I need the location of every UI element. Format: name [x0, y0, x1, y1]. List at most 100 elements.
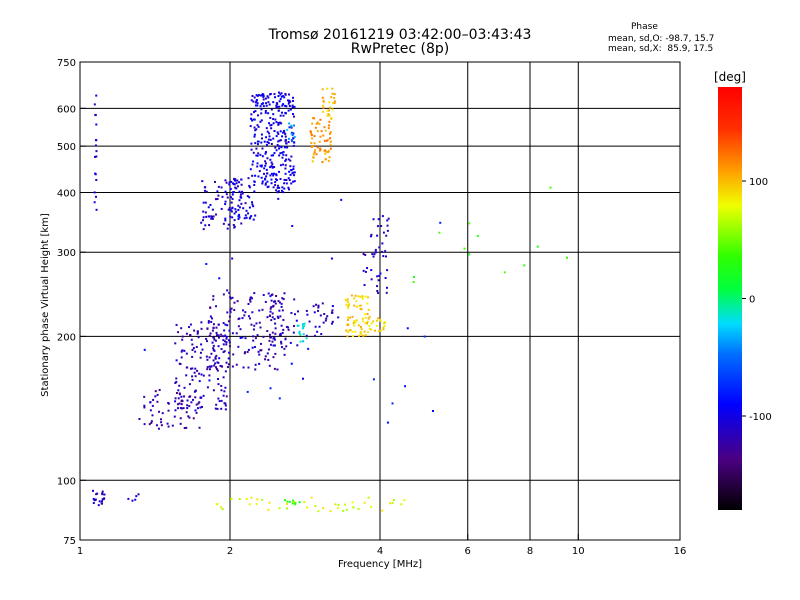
data-point [185, 374, 188, 377]
data-point [290, 155, 293, 158]
data-point [264, 300, 267, 303]
data-point [273, 300, 276, 303]
data-point [270, 182, 273, 185]
data-point [207, 320, 210, 323]
data-point [346, 318, 349, 321]
data-point [267, 292, 270, 295]
data-point [159, 418, 162, 421]
data-point [188, 326, 191, 329]
data-point [235, 332, 238, 335]
data-point [272, 113, 275, 116]
data-point [177, 331, 180, 334]
data-point [286, 507, 289, 510]
data-point [277, 317, 280, 320]
data-point [247, 348, 250, 351]
data-point [202, 228, 205, 231]
data-point [227, 320, 230, 323]
data-point [255, 322, 258, 325]
data-point [191, 378, 194, 381]
data-point [255, 154, 258, 157]
data-point [265, 143, 268, 146]
data-point [373, 253, 376, 256]
data-point [251, 203, 254, 206]
data-point [229, 215, 232, 218]
data-point [287, 102, 290, 105]
data-point [274, 322, 277, 325]
data-point [179, 417, 182, 420]
data-point [282, 328, 285, 331]
data-point [228, 341, 231, 344]
data-point [193, 371, 196, 374]
data-point [175, 380, 178, 383]
data-point [253, 118, 256, 121]
data-point [180, 399, 183, 402]
data-point [352, 321, 355, 324]
data-point [190, 338, 193, 341]
data-point [179, 407, 182, 410]
data-point [208, 356, 211, 359]
data-point [198, 401, 201, 404]
data-point [246, 350, 249, 353]
data-point [253, 180, 256, 183]
data-point [359, 332, 362, 335]
y-tick-label: 75 [63, 536, 76, 547]
data-point [269, 336, 272, 339]
data-point [232, 191, 235, 194]
data-point [209, 315, 212, 318]
data-point [178, 393, 181, 396]
data-point [277, 95, 280, 98]
data-point [359, 307, 362, 310]
data-point [266, 180, 269, 183]
data-point [366, 320, 369, 323]
data-point [212, 344, 215, 347]
data-point [240, 183, 243, 186]
data-point [152, 398, 155, 401]
data-point [266, 330, 269, 333]
data-point [256, 154, 259, 157]
data-point [328, 114, 331, 117]
data-point [212, 323, 215, 326]
data-point [260, 119, 263, 122]
data-point [286, 146, 289, 149]
data-point [274, 146, 277, 149]
data-point [282, 318, 285, 321]
data-point [158, 388, 161, 391]
data-point [285, 142, 288, 145]
data-point [257, 114, 260, 117]
data-point [279, 139, 282, 142]
data-point [259, 105, 262, 108]
data-point [298, 501, 301, 504]
data-point [281, 309, 284, 312]
data-point [259, 164, 262, 167]
data-point [220, 333, 223, 336]
data-point [222, 394, 225, 397]
data-point [287, 137, 290, 140]
data-point [362, 253, 365, 256]
data-point [290, 182, 293, 185]
data-point [275, 149, 278, 152]
data-point [348, 316, 351, 319]
phase-stats-x: mean, sd,X: 85.9, 17.5 [608, 44, 714, 54]
data-point [160, 421, 163, 424]
data-point [97, 504, 100, 507]
data-point [227, 223, 230, 226]
data-point [274, 327, 277, 330]
data-point [301, 327, 304, 330]
data-point [280, 346, 283, 349]
data-point [227, 357, 230, 360]
data-point [94, 172, 97, 175]
data-point [293, 105, 296, 108]
data-point [215, 305, 218, 308]
data-point [269, 124, 272, 127]
data-point [310, 141, 313, 144]
data-point [312, 156, 315, 159]
data-point [214, 407, 217, 410]
data-point [230, 497, 233, 500]
data-point [143, 348, 146, 351]
data-point [206, 368, 209, 371]
data-point [213, 338, 216, 341]
data-point [364, 334, 367, 337]
data-point [262, 95, 265, 98]
data-point [224, 402, 227, 405]
data-point [363, 284, 366, 287]
